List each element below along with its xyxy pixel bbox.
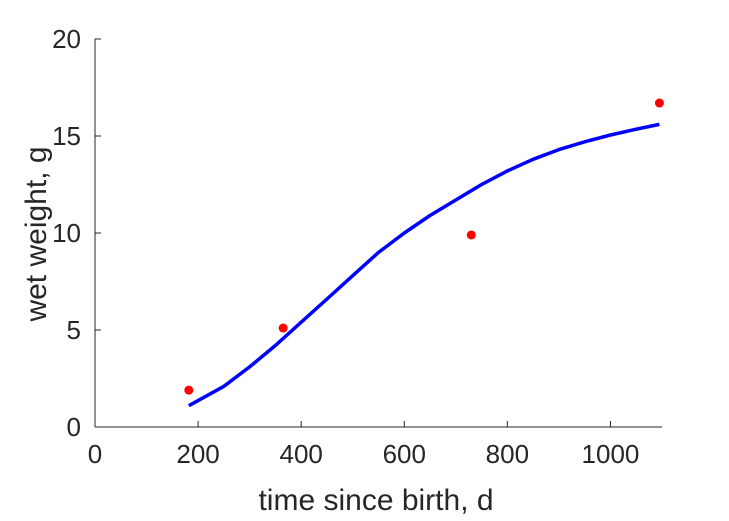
y-tick-label: 15 bbox=[52, 121, 81, 151]
y-tick-label: 0 bbox=[67, 412, 81, 442]
y-tick-label: 20 bbox=[52, 24, 81, 54]
x-tick-label: 200 bbox=[176, 439, 219, 469]
data-point bbox=[466, 230, 476, 240]
data-point bbox=[654, 98, 664, 108]
x-tick-label: 600 bbox=[383, 439, 426, 469]
model-fit-line bbox=[187, 122, 660, 408]
x-tick-label: 0 bbox=[88, 439, 102, 469]
x-tick-label: 1000 bbox=[582, 439, 640, 469]
plot-area bbox=[184, 98, 664, 408]
x-tick-label: 400 bbox=[279, 439, 322, 469]
data-point bbox=[278, 323, 288, 333]
data-point bbox=[184, 385, 194, 395]
y-tick-label: 10 bbox=[52, 218, 81, 248]
y-tick-label: 5 bbox=[67, 315, 81, 345]
x-axis-label: time since birth, d bbox=[258, 484, 493, 517]
x-tick-label: 800 bbox=[486, 439, 529, 469]
y-axis-label: wet weight, g bbox=[20, 146, 53, 322]
axes: 0 200 400 600 800 1000 0 5 10 15 20 bbox=[52, 24, 662, 469]
